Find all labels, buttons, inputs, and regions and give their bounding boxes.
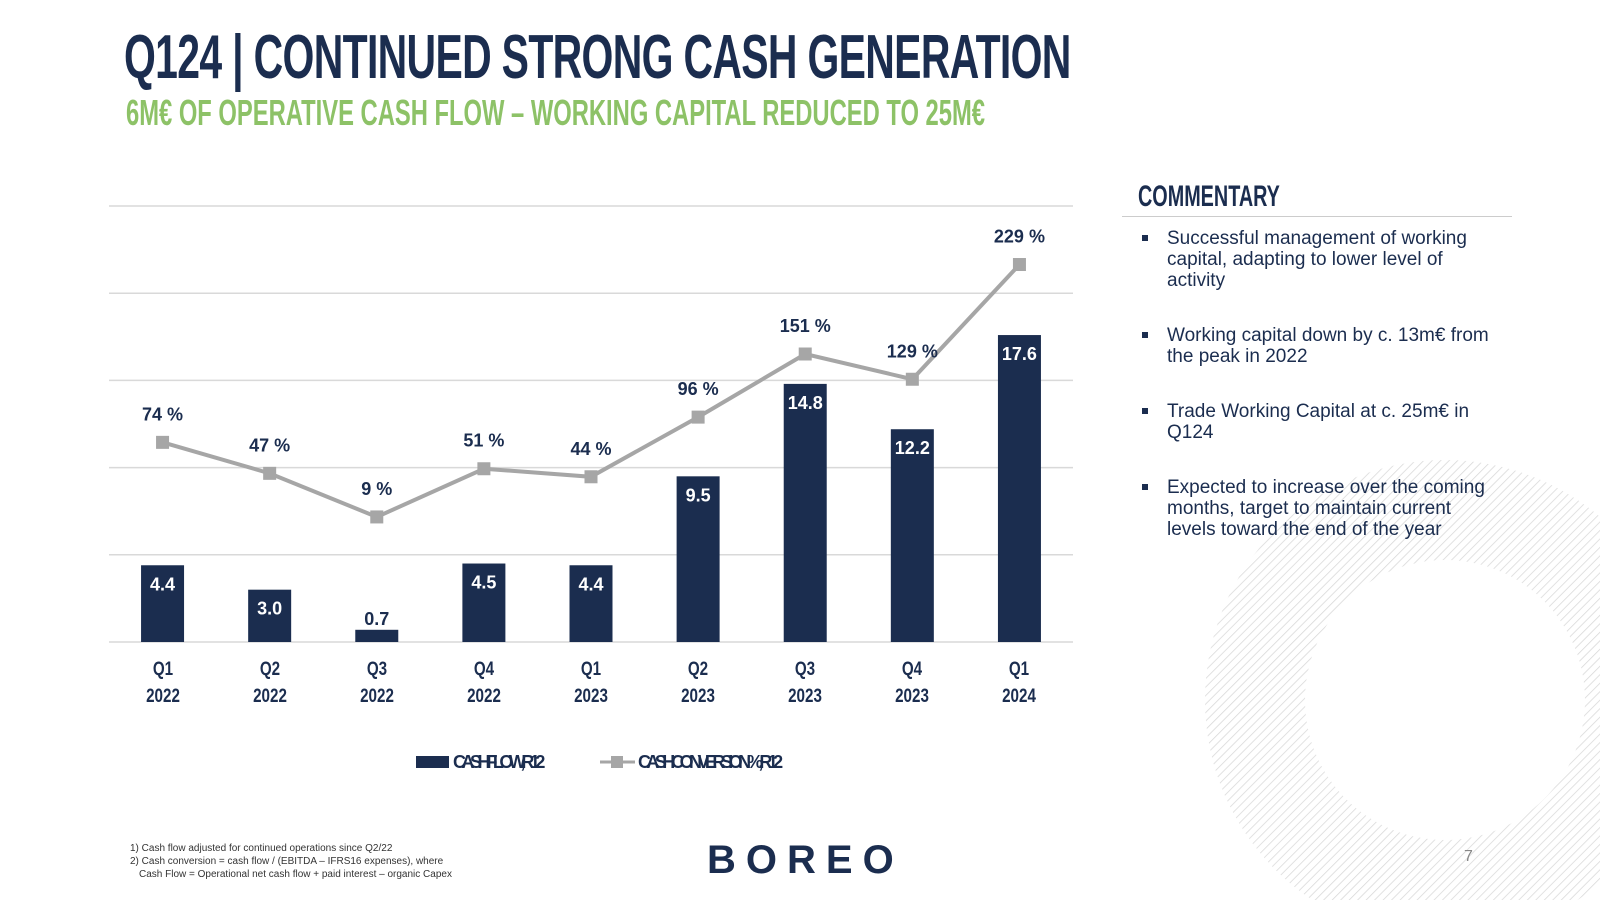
line-marker: [798, 347, 812, 361]
bar-value-label: 4.4: [150, 574, 175, 594]
bar: [997, 335, 1041, 642]
footnotes: 1) Cash flow adjusted for continued oper…: [130, 842, 452, 881]
divider: [1122, 216, 1512, 217]
x-tick-label: Q1 2023: [574, 659, 608, 707]
x-tick-label: Q3 2023: [788, 659, 823, 707]
legend-swatch: [611, 756, 623, 768]
legend-label: CASH FLOW, R12: [453, 752, 545, 772]
line-value-label: 151 %: [780, 316, 831, 336]
line-value-label: 74 %: [142, 404, 183, 424]
line-marker: [263, 466, 277, 480]
commentary-title: COMMENTARY: [1138, 180, 1280, 213]
commentary-list: Successful management of working capital…: [1140, 228, 1500, 574]
bar-value-label: 3.0: [257, 599, 282, 619]
bar: [676, 476, 720, 642]
line-value-label: 51 %: [463, 431, 504, 451]
x-tick-label: Q4 2022: [466, 659, 501, 707]
bar: [569, 565, 613, 642]
line-value-label: 229 %: [994, 227, 1045, 247]
bar-value-label: 4.5: [471, 573, 496, 593]
bar-value-label: 17.6: [1002, 344, 1037, 364]
line-marker: [156, 435, 170, 449]
bar: [783, 383, 827, 642]
line-value-label: 47 %: [249, 435, 290, 455]
bar: [355, 629, 399, 642]
bar: [141, 565, 185, 642]
logo: BOREO: [707, 838, 904, 882]
footnote: 2) Cash conversion = cash flow / (EBITDA…: [130, 856, 444, 867]
footnote: Cash Flow = Operational net cash flow + …: [139, 869, 452, 880]
bar-value-label: 14.8: [788, 393, 823, 413]
x-tick-label: Q1 2022: [145, 659, 180, 707]
x-tick-label: Q2 2022: [252, 659, 287, 707]
line-marker: [584, 470, 598, 484]
x-tick-label: Q4 2023: [895, 659, 930, 707]
bar-value-label: 0.7: [364, 609, 389, 629]
legend-label: CASH CONVERSION %, R12: [638, 752, 783, 772]
bar-value-label: 9.5: [686, 485, 711, 505]
bar-value-label: 12.2: [895, 438, 930, 458]
bar: [890, 429, 934, 642]
line-marker: [905, 372, 919, 386]
bullet: Working capital down by c. 13m€ from the…: [1140, 325, 1500, 367]
bar: [248, 589, 292, 642]
chart: 4.4 3.0 0.7 4.5 4.4 9.5 14.8 12.2 17.6 74 % 47 % 9 …: [109, 205, 1073, 772]
line-marker: [370, 510, 384, 524]
line-marker: [477, 462, 491, 476]
x-tick-label: Q2 2023: [681, 659, 716, 707]
line-value-label: 44 %: [570, 439, 611, 459]
line-marker: [691, 410, 705, 424]
footnote: 1) Cash flow adjusted for continued oper…: [130, 843, 393, 854]
line-marker: [1012, 258, 1026, 272]
bullet: Successful management of working capital…: [1140, 228, 1500, 291]
bar: [462, 563, 506, 642]
bullet: Expected to increase over the coming mon…: [1140, 477, 1500, 540]
legend-swatch: [416, 756, 449, 768]
line-value-label: 9 %: [361, 479, 392, 499]
line-value-label: 129 %: [887, 341, 938, 361]
title: Q124 | CONTINUED STRONG CASH GENERATION: [124, 23, 1071, 92]
page-number: 7: [1464, 848, 1473, 865]
bar-value-label: 4.4: [578, 574, 603, 594]
subtitle: 6M€ OF OPERATIVE CASH FLOW – WORKING CAP…: [126, 92, 985, 133]
line-value-label: 96 %: [678, 379, 719, 399]
x-tick-label: Q3 2022: [359, 659, 394, 707]
bullet: Trade Working Capital at c. 25m€ in Q124: [1140, 401, 1500, 443]
x-tick-label: Q1 2024: [1002, 659, 1037, 707]
